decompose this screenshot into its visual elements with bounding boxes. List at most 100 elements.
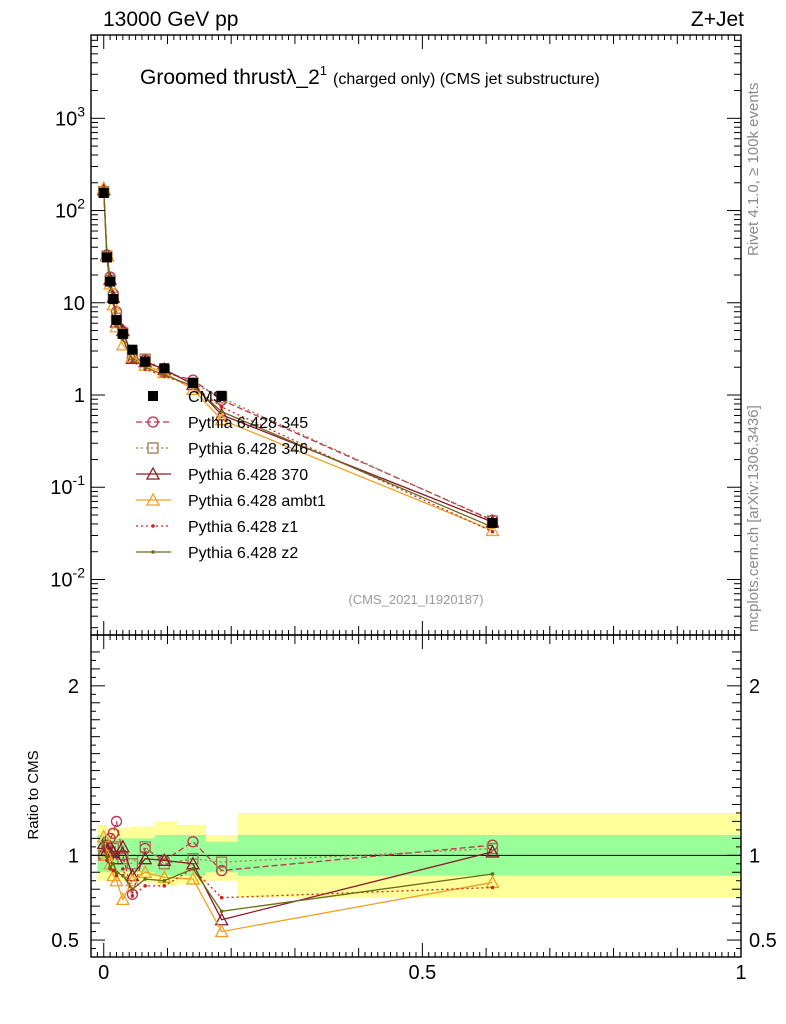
legend-label-p370: Pythia 6.428 370 <box>188 467 308 484</box>
energy-label: 13000 GeV pp <box>103 8 239 31</box>
ratio-point-z2 <box>121 873 125 878</box>
rivet-version-label: Rivet 4.1.0, ≥ 100k events <box>745 82 762 256</box>
y-tick-label: 102 <box>55 196 85 223</box>
ratio-y-tick-label-left: 0.5 <box>51 930 79 952</box>
point-data <box>187 377 198 388</box>
legend-label-z2: Pythia 6.428 z2 <box>188 545 298 562</box>
ratio-point-z2 <box>101 839 106 844</box>
ratio-plot-series <box>96 815 500 938</box>
point-z2 <box>130 358 135 362</box>
ratio-point-p345 <box>110 815 123 828</box>
ratio-point-z2 <box>143 877 147 881</box>
point-data <box>140 356 151 367</box>
ratio-y-tick-label-right: 0.5 <box>749 930 777 952</box>
plot-title-main: Groomed thrustλ_2 <box>140 66 320 89</box>
ratio-point-ambt1 <box>109 873 124 887</box>
point-data <box>487 517 498 528</box>
ratio-point-z2 <box>105 855 109 859</box>
legend-label-z1: Pythia 6.428 z1 <box>188 519 298 536</box>
ratio-point-p370 <box>157 853 172 867</box>
ratio-y-tick-label-left: 2 <box>68 676 79 698</box>
y-tick-label: 10-2 <box>50 564 85 591</box>
x-tick-label: 0 <box>98 962 109 984</box>
ratio-point-ambt1 <box>185 871 201 885</box>
ratio-point-z1 <box>130 894 135 898</box>
legend-marker-ambt1 <box>145 492 161 506</box>
point-data <box>98 187 109 198</box>
process-label: Z+Jet <box>690 8 744 31</box>
ratio-plot-frame <box>90 634 742 958</box>
ratio-point-p370 <box>115 839 130 853</box>
point-data <box>101 252 112 263</box>
ratio-point-z1 <box>114 873 119 878</box>
legend-marker-z1 <box>151 524 155 528</box>
ratio-point-z1 <box>111 868 116 873</box>
y-tick-label: 1 <box>74 385 85 407</box>
point-data <box>108 293 119 304</box>
ratio-y-tick-label-right: 1 <box>749 845 760 867</box>
ratio-point-z1 <box>121 867 125 871</box>
ratio-point-z1 <box>219 895 224 900</box>
plot-title: Groomed thrustλ_21 (charged only) (CMS je… <box>140 63 600 90</box>
analysis-id-label: (CMS_2021_I1920187) <box>348 592 483 607</box>
point-data <box>127 344 138 355</box>
y-tick-label: 103 <box>55 103 85 130</box>
legend: CMS Pythia 6.428 345 Pythia 6.428 346 Pythi… <box>136 389 326 562</box>
point-z2 <box>162 373 167 377</box>
ratio-point-z1 <box>490 885 495 890</box>
legend-marker-p346 <box>147 442 159 454</box>
x-tick-label: 1 <box>735 962 746 984</box>
ratio-y-tick-label-right: 2 <box>749 676 760 698</box>
legend-marker-p345 <box>147 416 159 428</box>
legend-label-p345: Pythia 6.428 345 <box>188 415 308 432</box>
y-tick-label: 10 <box>63 293 85 315</box>
x-tick-label: 0.5 <box>408 962 436 984</box>
point-ambt1 <box>109 319 124 333</box>
ratio-point-z1 <box>162 884 167 888</box>
point-ambt1 <box>115 337 130 351</box>
point-data <box>111 315 122 326</box>
main-plot-series <box>96 180 500 537</box>
ratio-y-tick-label-left: 1 <box>68 845 79 867</box>
ratio-point-z2 <box>111 861 116 866</box>
y-tick-label: 10-1 <box>50 472 85 499</box>
point-z1 <box>219 405 224 409</box>
ratio-line-p345 <box>103 821 493 897</box>
ratio-point-z2 <box>490 872 495 876</box>
ratio-point-ambt1 <box>214 924 229 938</box>
ratio-point-ambt1 <box>125 873 140 887</box>
ratio-point-p370 <box>109 851 124 865</box>
ratio-point-p345 <box>187 836 199 848</box>
point-data <box>117 328 128 339</box>
ratio-point-ambt1 <box>115 892 130 906</box>
point-ambt1 <box>106 297 121 311</box>
point-ambt1 <box>214 412 229 426</box>
ratio-point-p370 <box>106 844 121 858</box>
ratio-point-z2 <box>162 878 167 883</box>
ratio-point-z2 <box>130 887 135 892</box>
point-data <box>216 390 227 401</box>
ratio-point-z2 <box>219 909 224 914</box>
legend-marker-p370 <box>145 466 161 480</box>
ratio-point-p346 <box>486 842 499 855</box>
ratio-point-z2 <box>191 867 195 871</box>
point-data <box>159 363 170 374</box>
point-z2 <box>219 409 224 414</box>
legend-label-p346: Pythia 6.428 346 <box>188 441 308 458</box>
mcplots-reference-label: mcplots.cern.ch [arXiv:1306.3436] <box>745 405 762 632</box>
ratio-point-p370 <box>485 844 500 858</box>
ratio-point-z2 <box>114 870 119 875</box>
legend-marker-data <box>148 391 158 401</box>
ratio-point-p346 <box>215 856 228 868</box>
plot-title-subtitle: (charged only) (CMS jet substructure) <box>333 71 600 88</box>
legend-label-ambt1: Pythia 6.428 ambt1 <box>188 493 326 510</box>
point-data <box>105 276 116 287</box>
legend-marker-z2 <box>151 550 155 554</box>
axis-ticks <box>91 34 742 957</box>
point-z1 <box>490 529 495 534</box>
ratio-y-axis-label: Ratio to CMS <box>25 750 42 839</box>
ratio-point-z1 <box>143 884 147 888</box>
ratio-point-p345 <box>107 827 119 839</box>
